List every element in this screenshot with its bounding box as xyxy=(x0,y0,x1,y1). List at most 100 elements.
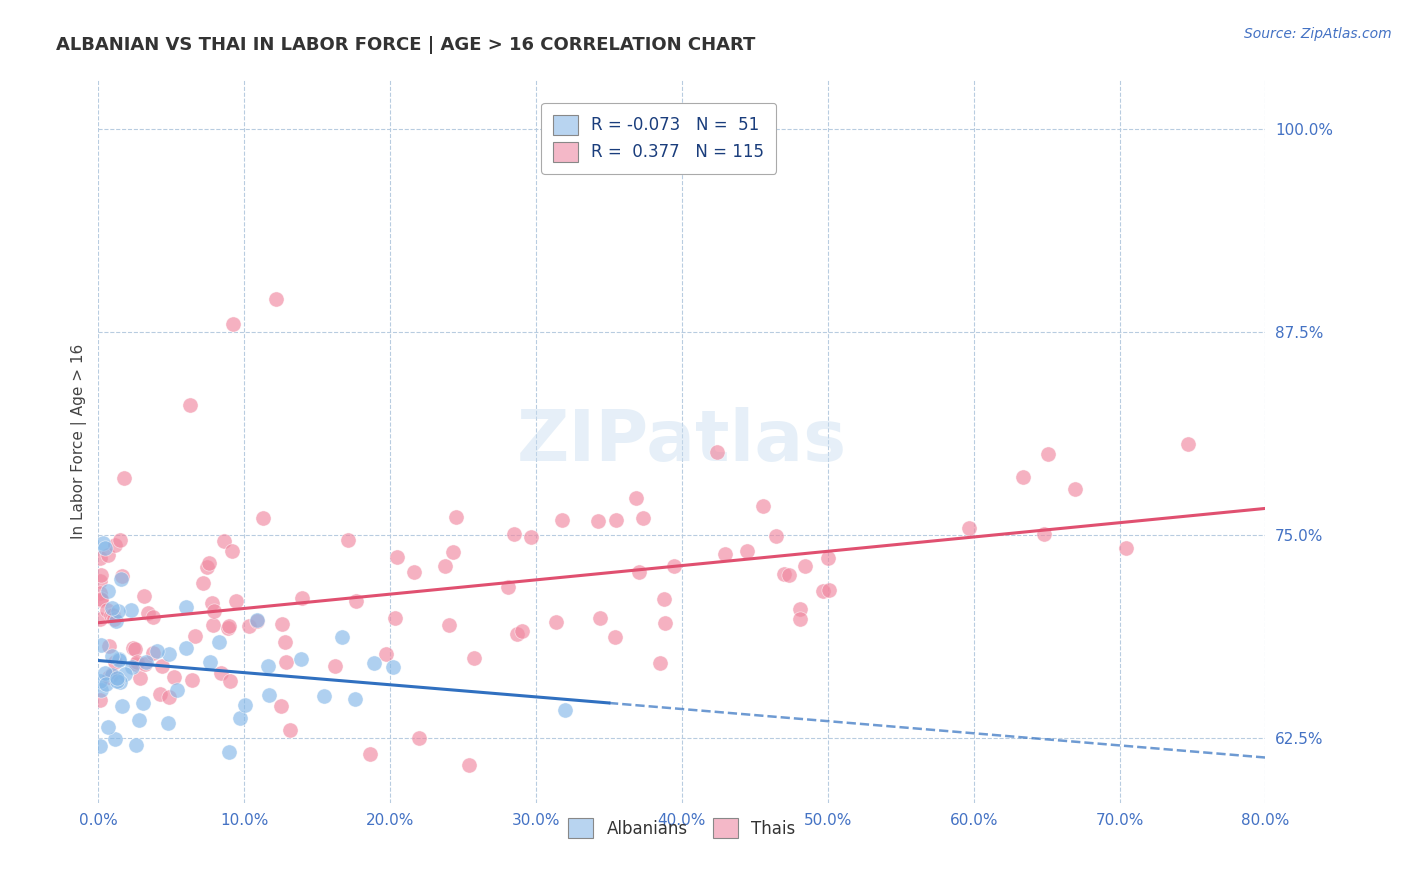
Point xyxy=(218,619,240,633)
Point xyxy=(128,713,150,727)
Point xyxy=(654,616,676,631)
Point xyxy=(813,583,835,598)
Point xyxy=(112,471,135,485)
Point xyxy=(174,641,197,656)
Point xyxy=(605,513,627,527)
Point xyxy=(157,690,180,705)
Point xyxy=(89,551,111,566)
Point xyxy=(363,656,385,670)
Point xyxy=(290,652,312,666)
Point xyxy=(238,619,260,633)
Point xyxy=(110,533,132,547)
Point xyxy=(174,599,197,614)
Point xyxy=(1036,447,1059,461)
Point xyxy=(101,601,124,615)
Point xyxy=(498,581,520,595)
Point xyxy=(652,591,675,606)
Point xyxy=(110,699,132,714)
Point xyxy=(375,647,398,661)
Point xyxy=(142,646,165,660)
Point xyxy=(314,689,336,703)
Point xyxy=(441,545,464,559)
Text: ZIPatlas: ZIPatlas xyxy=(517,407,846,476)
Point xyxy=(957,521,980,535)
Point xyxy=(344,594,367,608)
Point xyxy=(662,558,685,573)
Point xyxy=(252,511,274,525)
Point xyxy=(89,574,111,589)
Point xyxy=(751,500,773,514)
Point xyxy=(179,398,201,412)
Legend: Albanians, Thais: Albanians, Thais xyxy=(562,812,801,845)
Point xyxy=(503,527,526,541)
Point xyxy=(437,617,460,632)
Point xyxy=(134,657,156,671)
Point xyxy=(103,612,125,626)
Point xyxy=(94,665,117,680)
Point xyxy=(603,630,626,644)
Point xyxy=(773,567,796,582)
Point xyxy=(1064,482,1087,496)
Point xyxy=(181,673,204,687)
Point xyxy=(789,601,811,615)
Point xyxy=(222,317,245,331)
Point xyxy=(105,674,128,689)
Point xyxy=(229,711,252,725)
Point xyxy=(259,689,281,703)
Point xyxy=(157,647,180,661)
Point xyxy=(132,589,155,603)
Point xyxy=(1032,526,1054,541)
Point xyxy=(778,568,800,582)
Point xyxy=(382,660,405,674)
Point xyxy=(246,615,269,629)
Point xyxy=(90,568,112,582)
Point xyxy=(150,658,173,673)
Point xyxy=(89,612,111,626)
Point xyxy=(195,559,218,574)
Point xyxy=(387,549,409,564)
Point xyxy=(586,514,609,528)
Point xyxy=(256,659,278,673)
Point xyxy=(433,558,456,573)
Point xyxy=(184,629,207,643)
Point xyxy=(90,682,112,697)
Point xyxy=(201,618,224,632)
Point xyxy=(97,720,120,734)
Point xyxy=(225,594,247,608)
Point xyxy=(384,611,406,625)
Point xyxy=(94,541,117,555)
Point xyxy=(546,615,568,630)
Point xyxy=(138,606,160,620)
Point xyxy=(404,565,426,579)
Point xyxy=(1177,437,1199,451)
Point xyxy=(89,673,111,688)
Point xyxy=(246,613,269,627)
Point xyxy=(96,584,118,599)
Point xyxy=(458,758,481,772)
Point xyxy=(108,675,131,690)
Point xyxy=(142,610,165,624)
Point xyxy=(197,556,219,570)
Point xyxy=(628,566,651,580)
Point xyxy=(208,635,231,649)
Point xyxy=(706,445,728,459)
Point xyxy=(157,715,180,730)
Point xyxy=(202,604,225,618)
Point xyxy=(124,642,146,657)
Point xyxy=(94,677,117,691)
Point xyxy=(100,648,122,663)
Point xyxy=(166,682,188,697)
Point xyxy=(125,738,148,752)
Point xyxy=(89,739,111,753)
Point xyxy=(101,667,124,681)
Point xyxy=(125,657,148,671)
Point xyxy=(114,667,136,681)
Point xyxy=(121,660,143,674)
Point xyxy=(127,655,149,669)
Point xyxy=(765,529,787,543)
Point xyxy=(214,533,236,548)
Point xyxy=(291,591,314,605)
Point xyxy=(211,665,233,680)
Point xyxy=(104,614,127,628)
Point xyxy=(97,548,120,562)
